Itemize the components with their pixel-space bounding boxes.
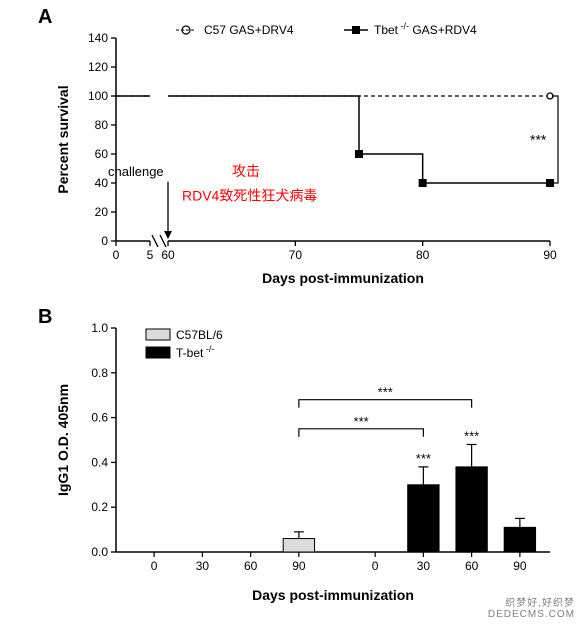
svg-text:20: 20 <box>95 205 109 219</box>
svg-text:0.0: 0.0 <box>91 545 108 559</box>
svg-text:80: 80 <box>95 118 109 132</box>
svg-text:IgG1 O.D. 405nm: IgG1 O.D. 405nm <box>55 384 71 496</box>
watermark: 织梦好,好织梦 DEDECMS.COM <box>488 594 575 620</box>
svg-text:0: 0 <box>372 559 379 573</box>
watermark-line1: 织梦好,好织梦 <box>488 594 575 609</box>
svg-text:RDV4致死性狂犬病毒: RDV4致死性狂犬病毒 <box>182 187 317 203</box>
svg-text:5: 5 <box>147 248 154 262</box>
svg-text:Days post-immunization: Days post-immunization <box>252 587 414 603</box>
svg-text:C57 GAS+DRV4: C57 GAS+DRV4 <box>204 23 294 37</box>
svg-text:Percent survival: Percent survival <box>55 85 71 193</box>
svg-text:30: 30 <box>196 559 210 573</box>
svg-text:攻击: 攻击 <box>232 163 260 179</box>
svg-text:60: 60 <box>95 147 109 161</box>
svg-text:C57BL/6: C57BL/6 <box>176 328 223 342</box>
svg-text:0: 0 <box>101 234 108 248</box>
svg-text:30: 30 <box>417 559 431 573</box>
svg-text:120: 120 <box>88 60 108 74</box>
svg-text:1.0: 1.0 <box>91 321 108 335</box>
svg-text:0: 0 <box>113 248 120 262</box>
svg-text:***: *** <box>416 451 431 466</box>
svg-text:40: 40 <box>95 176 109 190</box>
panel-b-chart: 0.0 0.2 0.4 0.6 0.8 1.0 Days post-immunization… <box>50 312 570 608</box>
svg-text:90: 90 <box>543 248 557 262</box>
svg-text:0.4: 0.4 <box>91 455 108 469</box>
svg-text:0: 0 <box>151 559 158 573</box>
watermark-line2: DEDECMS.COM <box>488 609 575 620</box>
svg-text:***: *** <box>378 385 393 400</box>
svg-text:Days post-immunization: Days post-immunization <box>262 270 424 286</box>
svg-text:0.2: 0.2 <box>91 500 108 514</box>
svg-text:90: 90 <box>292 559 306 573</box>
svg-text:0.6: 0.6 <box>91 411 108 425</box>
svg-text:Tbet -/- GAS+RDV4: Tbet -/- GAS+RDV4 <box>374 21 477 37</box>
svg-text:60: 60 <box>244 559 258 573</box>
svg-text:70: 70 <box>289 248 303 262</box>
svg-text:***: *** <box>464 428 479 443</box>
svg-text:***: *** <box>354 414 369 429</box>
svg-text:100: 100 <box>88 89 108 103</box>
svg-text:80: 80 <box>416 248 430 262</box>
svg-text:90: 90 <box>513 559 527 573</box>
svg-text:0.8: 0.8 <box>91 366 108 380</box>
svg-text:T-bet -/-: T-bet -/- <box>176 344 214 360</box>
svg-text:60: 60 <box>161 248 175 262</box>
panel-a-chart: 0 20 40 60 80 100 120 140 0 5 60 70 80 90 Days post-im… <box>50 8 570 293</box>
svg-text:140: 140 <box>88 31 108 45</box>
svg-text:***: *** <box>530 132 547 148</box>
svg-text:challenge: challenge <box>108 164 164 179</box>
svg-text:60: 60 <box>465 559 479 573</box>
